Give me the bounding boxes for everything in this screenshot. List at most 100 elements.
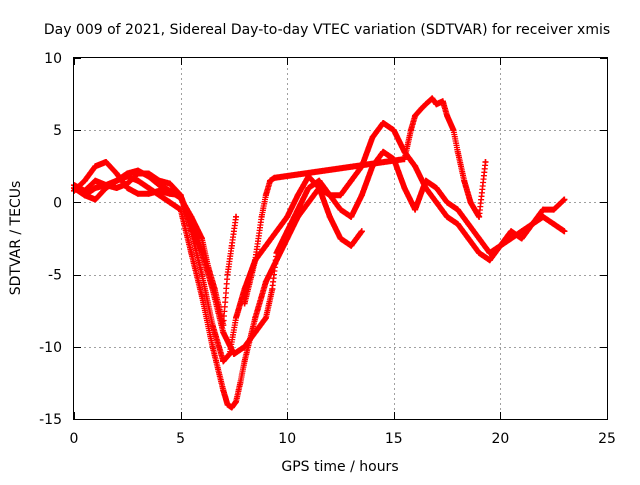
data-point xyxy=(233,398,240,405)
data-point xyxy=(444,199,451,206)
data-point xyxy=(102,158,109,165)
data-point xyxy=(429,95,436,102)
data-point xyxy=(177,195,184,202)
data-point xyxy=(540,206,547,213)
data-point xyxy=(305,199,312,206)
data-point xyxy=(262,192,269,199)
data-point xyxy=(134,167,141,174)
data-point xyxy=(267,177,274,184)
data-point xyxy=(422,177,429,184)
data-point xyxy=(284,213,291,220)
data-point xyxy=(518,228,525,235)
data-point xyxy=(228,404,235,411)
data-point xyxy=(305,184,312,191)
data-point xyxy=(145,173,152,180)
data-point xyxy=(198,235,205,242)
data-point xyxy=(209,343,216,350)
grid-layer xyxy=(74,58,607,419)
data-point xyxy=(258,213,265,220)
data-point xyxy=(348,242,355,249)
data-point xyxy=(454,221,461,228)
data-point xyxy=(550,221,557,228)
data-point xyxy=(92,163,99,170)
y-tick-label: 5 xyxy=(53,123,62,139)
data-point xyxy=(454,206,461,213)
data-point xyxy=(224,271,231,278)
x-tick-label: 10 xyxy=(278,431,296,447)
series-markers xyxy=(241,95,489,307)
data-point xyxy=(220,387,227,394)
x-tick-label: 20 xyxy=(491,431,509,447)
data-point xyxy=(252,314,259,321)
data-point xyxy=(166,180,173,187)
data-point xyxy=(134,177,141,184)
data-point xyxy=(390,127,397,134)
data-point xyxy=(450,127,457,134)
data-point xyxy=(369,134,376,141)
data-point xyxy=(412,206,419,213)
data-point xyxy=(550,206,557,213)
data-point xyxy=(102,182,109,189)
data-point xyxy=(497,242,504,249)
data-point xyxy=(262,242,269,249)
data-point xyxy=(198,293,205,300)
data-point xyxy=(465,221,472,228)
data-point xyxy=(124,170,131,177)
x-tick-label: 25 xyxy=(598,431,616,447)
data-point xyxy=(269,286,276,293)
y-tick-label: -15 xyxy=(39,412,62,428)
data-point xyxy=(444,112,451,119)
data-point xyxy=(433,101,440,108)
data-point xyxy=(508,228,515,235)
data-point xyxy=(166,187,173,194)
data-point xyxy=(316,177,323,184)
data-point xyxy=(461,177,468,184)
data-point xyxy=(224,401,231,408)
data-point xyxy=(233,314,240,321)
data-point xyxy=(241,300,248,307)
data-point xyxy=(561,228,568,235)
data-point xyxy=(241,358,248,365)
data-point xyxy=(540,213,547,220)
data-point xyxy=(326,213,333,220)
data-point xyxy=(220,329,227,336)
data-point xyxy=(233,213,240,220)
data-point xyxy=(348,177,355,184)
data-point xyxy=(124,180,131,187)
data-point xyxy=(412,163,419,170)
data-point xyxy=(262,314,269,321)
data-point xyxy=(486,249,493,256)
data-point xyxy=(482,158,489,165)
data-point xyxy=(380,148,387,155)
data-point xyxy=(188,249,195,256)
y-tick-label: 10 xyxy=(44,51,62,67)
y-axis-label: SDTVAR / TECUs xyxy=(8,181,24,296)
data-point xyxy=(401,156,408,163)
data-point xyxy=(166,199,173,206)
data-point xyxy=(252,329,259,336)
x-tick-label: 0 xyxy=(70,431,79,447)
data-point xyxy=(273,228,280,235)
data-point xyxy=(337,235,344,242)
data-point xyxy=(113,177,120,184)
data-point xyxy=(252,257,259,264)
data-point xyxy=(273,249,280,256)
data-point xyxy=(237,379,244,386)
data-point xyxy=(113,184,120,191)
data-point xyxy=(294,206,301,213)
data-point xyxy=(401,184,408,191)
data-point xyxy=(380,119,387,126)
data-point xyxy=(271,174,278,181)
data-point xyxy=(418,105,425,112)
x-tick-label: 15 xyxy=(385,431,403,447)
series-arc-4 xyxy=(81,167,240,329)
data-point xyxy=(92,196,99,203)
series-arc-5 xyxy=(241,95,489,307)
data-point xyxy=(337,206,344,213)
data-point xyxy=(211,286,218,293)
data-point xyxy=(439,98,446,105)
data-point xyxy=(337,192,344,199)
data-point xyxy=(358,228,365,235)
